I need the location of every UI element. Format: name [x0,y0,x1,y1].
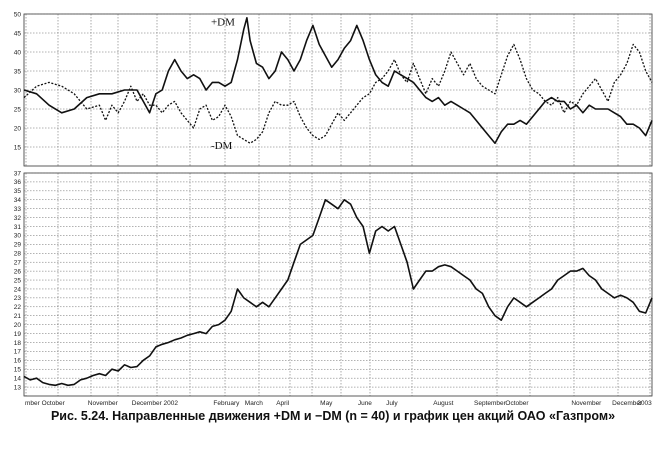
y-tick-label: 22 [14,304,22,311]
y-tick-label: 24 [14,286,22,293]
top-panel-dm-chart: 15 20 25 30 35 40 45 50 +DM -DM [14,11,653,167]
x-tick-label: December [612,400,643,407]
y-tick-label: 25 [14,277,22,284]
y-tick-label: 33 [14,206,22,213]
y-tick-label: 35 [14,68,22,75]
y-tick-label: 15 [14,367,22,374]
y-tick-label: 14 [14,375,22,382]
x-tick-label: August [433,400,453,407]
y-tick-label: 34 [14,197,22,204]
y-tick-label: 40 [14,49,22,56]
y-tick-label: 30 [14,233,22,240]
series-line-price [23,199,653,387]
y-tick-label: 25 [14,106,22,113]
y-tick-label: 18 [14,340,22,347]
y-tick-label: 16 [14,358,22,365]
y-tick-label: 36 [14,179,22,186]
y-tick-label: 26 [14,268,22,275]
x-tick-label: November [88,400,119,407]
y-tick-label: 37 [14,170,22,177]
figure-caption: Рис. 5.24. Направленные движения +DM и −… [50,409,616,423]
y-tick-label: 50 [14,11,22,18]
x-tick-label: September [474,400,507,407]
x-tick-label: October [505,400,529,407]
y-tick-label: 21 [14,313,22,320]
y-tick-label: 23 [14,295,22,302]
y-tick-label: 19 [14,331,22,338]
y-tick-label: 30 [14,87,22,94]
y-tick-label: 31 [14,224,22,231]
y-tick-label: 32 [14,215,22,222]
x-tick-label: July [386,400,398,407]
annotation-plus-dm: +DM [211,17,235,29]
x-tick-label: March [245,400,263,407]
x-tick-label: December 2002 [132,400,179,407]
y-tick-label: 20 [14,125,22,132]
y-tick-label: 15 [14,144,22,151]
y-tick-label: 35 [14,188,22,195]
x-tick-label: May [320,400,333,407]
x-tick-label: June [358,400,372,407]
x-tick-label: mber October [25,400,66,407]
y-tick-label: 27 [14,260,22,267]
y-tick-label: 17 [14,349,22,356]
annotation-minus-dm: -DM [211,140,233,152]
x-tick-label: 2003 [637,400,652,407]
y-tick-label: 13 [14,384,22,391]
y-tick-label: 45 [14,30,22,37]
y-tick-label: 28 [14,251,22,258]
y-tick-label: 29 [14,242,22,249]
x-tick-label: April [276,400,290,407]
panel-frame [23,172,653,397]
x-tick-label: February [213,400,240,407]
y-tick-label: 20 [14,322,22,329]
series-line-dm-minus [23,43,653,144]
x-tick-label: November [571,400,602,407]
